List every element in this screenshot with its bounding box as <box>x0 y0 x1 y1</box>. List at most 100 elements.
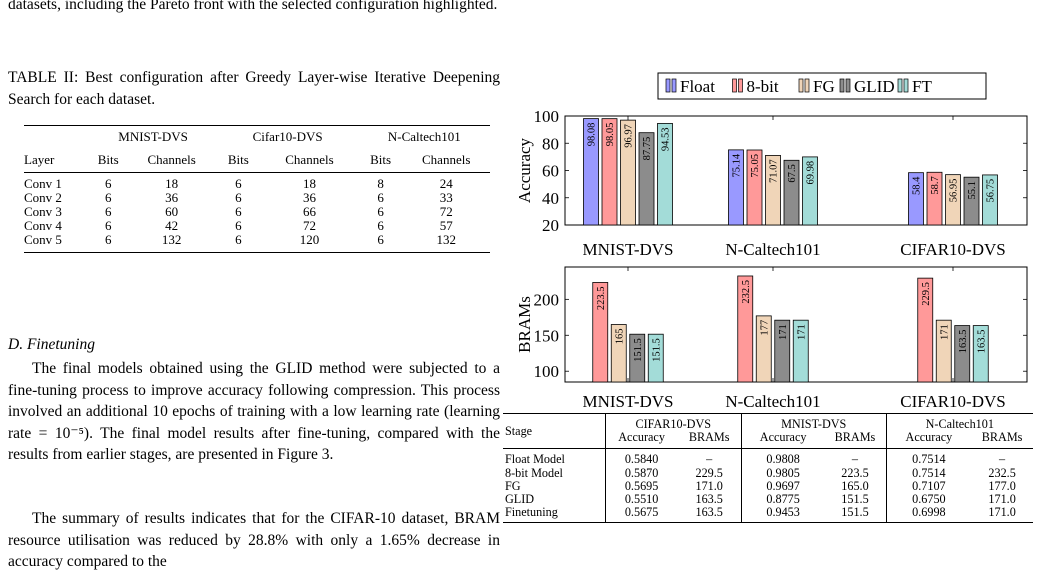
table2-cell: 6 <box>235 204 242 219</box>
data-label: 171 <box>939 324 950 340</box>
data-label: 96.97 <box>624 124 635 148</box>
table3-group-header: MNIST-DVS <box>741 413 887 432</box>
table3-cell: 0.5840 <box>624 452 659 467</box>
table3-cell: 0.5695 <box>624 478 659 493</box>
data-label: 75.14 <box>732 153 743 177</box>
legend-swatch <box>738 78 743 93</box>
section-heading: D. Finetuning <box>8 336 95 353</box>
table3-cell: 8-bit Model <box>503 466 606 480</box>
table2-cell: 72 <box>302 218 316 233</box>
table3-cell: Float Model <box>503 448 606 467</box>
table3-cell: – <box>999 452 1006 467</box>
legend-swatch <box>798 78 804 93</box>
bar <box>982 174 998 226</box>
table3-row: FG 0.5695 171.0 0.9697 165.0 0.7107 177.0 <box>503 478 1033 494</box>
bar <box>926 171 943 226</box>
data-label: 71.07 <box>769 159 780 183</box>
y-tick-label: 200 <box>534 290 560 309</box>
bar <box>737 275 754 383</box>
data-label: 163.5 <box>958 330 969 354</box>
y-axis-label: Accuracy <box>515 137 534 203</box>
table3-cell: 151.5 <box>824 492 887 507</box>
table2-cell: 8 <box>377 176 384 191</box>
x-category-label: CIFAR10-DVS <box>900 392 1005 411</box>
x-category-label: N-Caltech101 <box>725 240 820 259</box>
table3-cell: 177.0 <box>988 478 1016 493</box>
y-axis-label: BRAMs <box>515 296 534 353</box>
legend-swatch <box>903 78 909 93</box>
bar <box>657 123 673 226</box>
y-tick-label: 40 <box>542 189 559 208</box>
table3-cell: 0.8775 <box>766 492 800 507</box>
bar <box>792 319 809 383</box>
table2-col-header: Channels <box>422 152 471 167</box>
data-label: 67.5 <box>787 164 798 182</box>
table2-cell: Conv 4 <box>24 218 62 233</box>
table2-cell: 57 <box>439 218 453 233</box>
table3-cell: FG <box>503 479 606 494</box>
table2-cell: 6 <box>377 204 384 219</box>
table3-cell: – <box>677 448 742 467</box>
data-label: 69.98 <box>806 161 817 185</box>
paragraph-summary: The summary of results indicates that fo… <box>8 510 500 570</box>
bar <box>583 118 599 226</box>
bar <box>755 315 772 383</box>
bar <box>954 325 971 383</box>
table3-row: GLID 0.5510 163.5 0.8775 151.5 0.6750 171.0 <box>503 492 1033 507</box>
bar <box>765 155 781 226</box>
table2-cell: 60 <box>165 204 179 219</box>
table2-row: Conv 1 6 18 6 18 8 24 <box>24 173 490 192</box>
legend-swatch <box>845 78 851 93</box>
data-label: 223.5 <box>596 286 607 310</box>
bar <box>802 156 818 226</box>
table2-row: Conv 3 6 60 6 66 6 72 <box>24 205 490 219</box>
table2-cell: 6 <box>377 218 384 233</box>
table3-cell: 223.5 <box>824 466 887 480</box>
table3-cell: 0.9808 <box>766 452 800 467</box>
bar <box>945 174 961 226</box>
table3-cell: 0.7514 <box>912 452 946 467</box>
table3-row: 8-bit Model 0.5870 229.5 0.9805 223.5 0.7514 2… <box>503 465 1033 480</box>
data-label: 151.5 <box>651 338 662 362</box>
data-label: 87.75 <box>642 137 653 161</box>
data-label: 163.5 <box>976 330 987 354</box>
table3-cell: Finetuning <box>503 506 606 523</box>
table3-cell: 232.5 <box>988 465 1016 480</box>
table3-cell: 171.0 <box>988 492 1016 507</box>
table2: MNIST-DVS Cifar10-DVS N-Caltech101 Layer… <box>24 125 490 253</box>
legend-label: GLID <box>854 77 895 96</box>
x-category-label: N-Caltech101 <box>725 392 820 411</box>
bar <box>629 333 646 383</box>
bar <box>601 118 618 226</box>
legend-label: FG <box>813 77 835 96</box>
y-tick-label: 80 <box>542 134 559 153</box>
table3-sub-header: Accuracy <box>905 430 953 445</box>
table3-cell: 0.6998 <box>912 505 946 520</box>
table2-cell: 6 <box>235 190 242 205</box>
bar <box>746 149 763 226</box>
data-label: 229.5 <box>921 282 932 306</box>
table2-cell: Conv 3 <box>24 204 62 219</box>
table3-cell: 0.7514 <box>912 465 946 480</box>
x-category-label: MNIST-DVS <box>582 392 673 411</box>
table2-cell: 6 <box>235 176 242 191</box>
table2-row: Conv 4 6 42 6 72 6 57 <box>24 219 490 233</box>
table3-stage-header: Stage <box>503 413 606 449</box>
bar <box>972 325 989 383</box>
table3-cell: 163.5 <box>677 492 742 507</box>
table3-cell: 0.6750 <box>912 492 946 507</box>
table2-cell: 6 <box>377 232 384 247</box>
table3-group-header: CIFAR10-DVS <box>605 413 742 432</box>
data-label: 171 <box>796 324 807 340</box>
table2-cell: 6 <box>104 204 112 219</box>
bar <box>774 319 791 383</box>
table3-cell: 165.0 <box>824 479 887 494</box>
data-label: 56.95 <box>949 179 960 203</box>
table3-sub-header: BRAMs <box>824 431 887 449</box>
table3-cell: 171.0 <box>988 505 1016 520</box>
legend-swatch <box>897 78 903 93</box>
table2-cell: 24 <box>439 176 453 191</box>
table2-cell: 33 <box>439 190 453 205</box>
legend-label: 8-bit <box>747 77 779 96</box>
table3-cell: 151.5 <box>824 506 887 523</box>
